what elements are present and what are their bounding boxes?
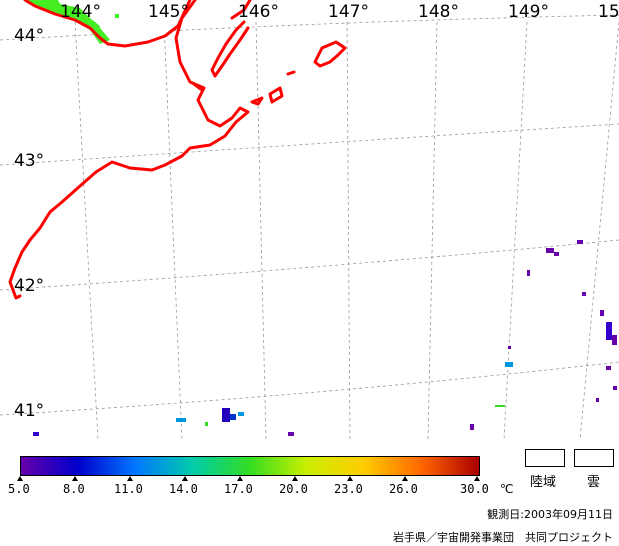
longitude-label-145: 145° (148, 2, 189, 22)
sst-patch (606, 322, 612, 340)
coastline-habomai-1 (250, 96, 264, 106)
parallel-43 (0, 123, 619, 166)
sst-patch (596, 398, 599, 402)
sst-patch (554, 252, 559, 256)
sst-pixels (33, 14, 617, 436)
parallel-41 (0, 361, 619, 416)
colorbar-tick (127, 476, 133, 481)
longitude-label-150: 15 (598, 2, 619, 22)
colorbar-tick-label: 20.0 (279, 482, 308, 496)
sst-patch (238, 412, 244, 416)
latitude-label-42: 42° (14, 276, 45, 296)
project-credit: 岩手県／宇宙開発事業団 共同プロジェクト (393, 531, 613, 544)
graticule (0, 14, 619, 440)
land-legend-box (525, 449, 565, 467)
colorbar-tick (474, 476, 480, 481)
coastline-habomai-3 (286, 70, 296, 76)
sst-patch (612, 335, 617, 345)
meridian-148 (427, 21, 438, 440)
sst-patch (527, 270, 530, 276)
longitude-label-147: 147° (328, 2, 369, 22)
observation-date: 観測日:2003年09月11日 (487, 508, 613, 521)
latitude-label-44: 44° (14, 26, 45, 46)
coastline (8, 0, 347, 300)
colorbar-tick (17, 476, 23, 481)
colorbar-tick (402, 476, 408, 481)
parallel-44 (0, 14, 619, 41)
colorbar-tick (347, 476, 353, 481)
coastline-islet (192, 82, 204, 92)
sst-patch (205, 422, 208, 426)
coastline-shikotan (313, 40, 347, 68)
colorbar-tick-label: 11.0 (114, 482, 143, 496)
meridian-149 (503, 21, 528, 440)
meridian-147 (346, 21, 351, 440)
sst-patch (582, 292, 586, 296)
colorbar-tick (237, 476, 243, 481)
latitude-label-41: 41° (14, 401, 45, 421)
longitude-label-149: 149° (508, 2, 549, 22)
parallel-42 (0, 239, 619, 291)
sst-patch (495, 405, 505, 407)
colorbar-tick (72, 476, 78, 481)
colorbar-tick (292, 476, 298, 481)
colorbar-tick-label: 5.0 (8, 482, 30, 496)
longitude-label-148: 148° (418, 2, 459, 22)
coastline-kunashir (210, 0, 252, 78)
latitude-label-43: 43° (14, 151, 45, 171)
sst-patch (33, 432, 39, 436)
sst-map (0, 0, 619, 440)
sst-patch (115, 14, 119, 18)
cloud-legend-box (574, 449, 614, 467)
meridian-144 (74, 21, 99, 440)
coastline-hokkaido (23, 0, 192, 48)
sst-patch (508, 346, 511, 349)
longitude-label-146: 146° (238, 2, 279, 22)
meridian-150 (579, 21, 619, 440)
sst-patch (505, 362, 513, 367)
land-legend-label: 陸域 (530, 475, 557, 490)
colorbar-tick-label: 14.0 (169, 482, 198, 496)
sst-patch (613, 386, 617, 390)
meridian-145 (163, 21, 183, 440)
colorbar-tick-label: 8.0 (63, 482, 85, 496)
sst-patch (230, 414, 236, 420)
cloud-legend-label: 雲 (587, 475, 601, 490)
colorbar-tick-label: 30.0 (460, 482, 489, 496)
sst-patch (577, 240, 583, 244)
sst-patch (606, 366, 611, 370)
coastline-habomai-2 (268, 86, 284, 104)
sst-patch (546, 248, 554, 253)
sst-patch (600, 310, 604, 316)
colorbar-tick-label: 23.0 (334, 482, 363, 496)
colorbar-unit: ℃ (500, 482, 514, 496)
sst-patch (288, 432, 294, 436)
sst-patch (470, 424, 474, 430)
sst-patch (176, 418, 186, 422)
temperature-colorbar (20, 456, 480, 476)
colorbar-tick-label: 17.0 (224, 482, 253, 496)
colorbar-tick (182, 476, 188, 481)
colorbar-tick-label: 26.0 (389, 482, 418, 496)
meridian-146 (255, 21, 267, 440)
sst-patch (222, 408, 230, 422)
land-area-north (95, 0, 200, 44)
longitude-label-144: 144° (60, 2, 101, 22)
